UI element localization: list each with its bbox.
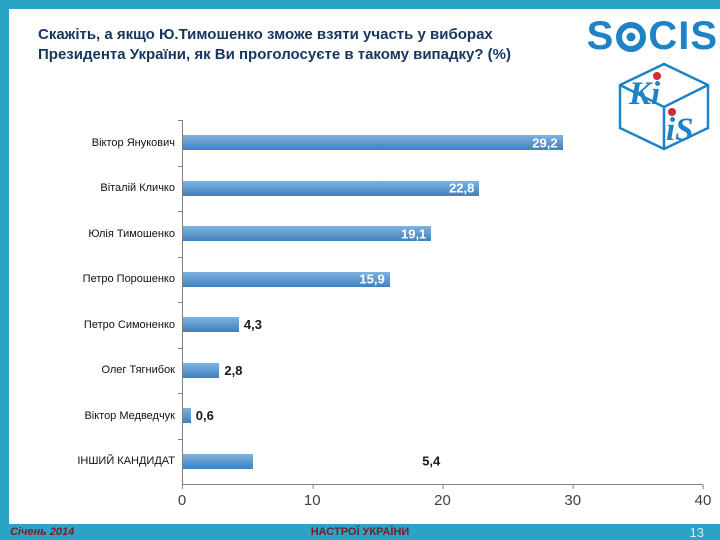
chart-row: Віктор Янукович 29,2 — [55, 120, 703, 166]
category-label: Юлія Тимошенко — [88, 227, 175, 240]
socis-logo-text-s: S — [586, 14, 615, 58]
chart-plot-area: Віктор Янукович 29,2 Віталій Кличко 22,8 Юлі… — [55, 120, 703, 484]
kiis-red-dot — [668, 108, 676, 116]
footer-title: НАСТРОЇ УКРАЇНИ — [310, 526, 410, 538]
bar: 22,8 — [183, 180, 480, 196]
bar-track: 29,2 — [178, 120, 703, 166]
slide-title: Скажіть, а якщо Ю.Тимошенко зможе взяти … — [38, 26, 511, 64]
category-label: Віталій Кличко — [100, 182, 175, 195]
axis-tick-label: 10 — [303, 485, 321, 509]
value-label: 0,6 — [195, 408, 214, 424]
kiis-text-is: iS — [666, 112, 694, 148]
footer-bar: Січень 2014 НАСТРОЇ УКРАЇНИ 13 — [0, 524, 720, 540]
bar — [183, 408, 191, 424]
socis-logo: S CIS — [587, 14, 718, 59]
bar-track: 15,9 — [178, 256, 703, 302]
bar-track: 4,3 — [178, 302, 703, 348]
bar-chart: Віктор Янукович 29,2 Віталій Кличко 22,8 Юлі… — [55, 120, 711, 514]
bar: 15,9 — [183, 271, 390, 287]
category-label: ІНШИЙ КАНДИДАТ — [77, 455, 175, 468]
category-label: Петро Симоненко — [83, 318, 175, 331]
chart-row: Юлія Тимошенко 19,1 — [55, 211, 703, 257]
axis-tick-label: 30 — [564, 485, 582, 509]
value-label: 29,2 — [532, 135, 558, 151]
chart-row: Петро Симоненко 4,3 — [55, 302, 703, 348]
kiis-red-dot — [653, 72, 661, 80]
axis-tick-label: 40 — [694, 485, 712, 509]
value-label: 5,4 — [422, 453, 441, 469]
bar-track: 2,8 — [178, 347, 703, 393]
socis-ring-icon — [616, 21, 647, 52]
chart-row: ІНШИЙ КАНДИДАТ 5,4 — [55, 438, 703, 484]
footer-date: Січень 2014 — [10, 526, 75, 538]
kiis-cube-icon: Ki iS — [618, 62, 710, 151]
kiis-text-ki: Ki — [628, 76, 661, 112]
category-label: Петро Порошенко — [82, 273, 175, 286]
bar — [183, 362, 220, 378]
chart-row: Віталій Кличко 22,8 — [55, 165, 703, 211]
bar: 29,2 — [183, 135, 563, 151]
kiis-logo: Ki iS — [616, 60, 712, 157]
axis-tick-label: 20 — [434, 485, 451, 509]
x-axis: 0 10 20 30 40 — [178, 484, 711, 514]
category-label: Олег Тягнибок — [101, 364, 175, 377]
page-number: 13 — [689, 524, 704, 540]
axis-tick-label: 0 — [177, 485, 187, 509]
value-label: 19,1 — [400, 226, 427, 242]
value-label: 15,9 — [359, 271, 385, 287]
chart-row: Олег Тягнибок 2,8 — [55, 347, 703, 393]
bar-track: 19,1 — [178, 211, 703, 257]
top-accent-bar — [0, 0, 720, 9]
category-label: Віктор Медведчук — [84, 409, 175, 422]
bar: 19,1 — [183, 226, 432, 242]
bar-track: 5,4 — [178, 438, 703, 484]
bar-track: 0,6 — [178, 393, 703, 439]
left-accent-bar — [0, 0, 9, 540]
chart-row: Віктор Медведчук 0,6 — [55, 393, 703, 439]
bar-track: 22,8 — [178, 165, 703, 211]
bar — [183, 317, 239, 333]
category-label: Віктор Янукович — [91, 136, 175, 149]
value-label: 4,3 — [243, 317, 262, 333]
chart-row: Петро Порошенко 15,9 — [55, 256, 703, 302]
value-label: 22,8 — [449, 180, 475, 196]
value-label: 2,8 — [224, 362, 243, 378]
socis-logo-text-cis: CIS — [648, 14, 718, 58]
bar — [183, 453, 254, 469]
